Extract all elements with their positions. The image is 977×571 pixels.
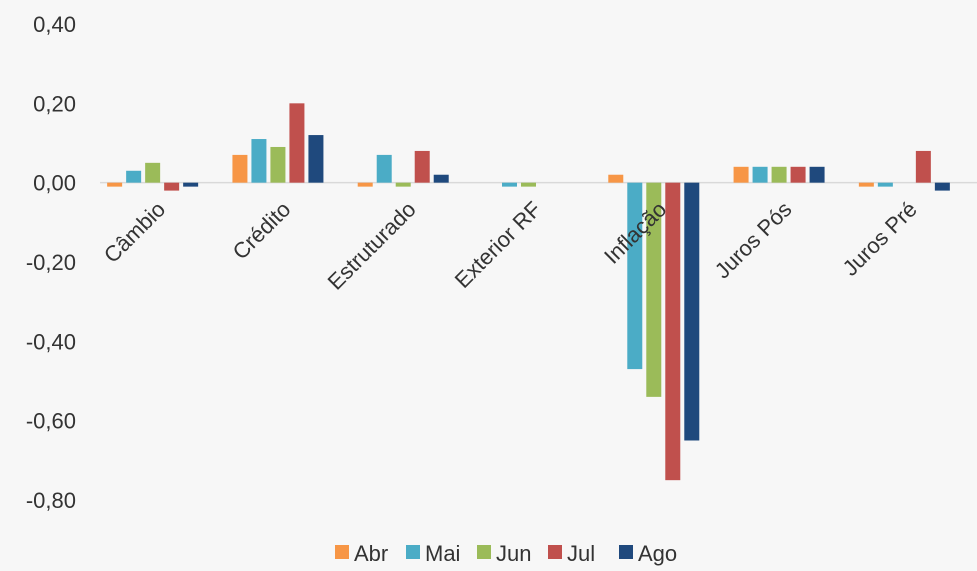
legend: Abr Mai Jun Jul Ago [335, 541, 677, 566]
bar-jun [646, 182, 662, 397]
y-tick-label: 0,40 [33, 12, 76, 37]
legend-swatch-mai [406, 545, 420, 559]
legend-swatch-jun [477, 545, 491, 559]
bar-jul [164, 182, 180, 191]
bars [107, 103, 950, 481]
bar-jun [270, 146, 286, 183]
bar-jul [915, 150, 931, 183]
bar-jul [790, 166, 806, 183]
y-tick-label: 0,20 [33, 91, 76, 116]
y-axis: 0,40 0,20 0,00 -0,20 -0,40 -0,60 -0,80 [26, 12, 76, 513]
bar-abr [107, 182, 123, 187]
bar-ago [183, 182, 199, 187]
bar-jul [665, 182, 681, 481]
bar-ago [684, 182, 700, 441]
bar-jun [521, 182, 536, 187]
x-tick-label: Juros Pós [710, 197, 797, 284]
legend-label-abr: Abr [354, 541, 388, 566]
bar-jun [145, 162, 161, 183]
bar-jun [771, 166, 787, 183]
legend-label-jun: Jun [496, 541, 531, 566]
y-tick-label: -0,80 [26, 488, 76, 513]
bar-abr [608, 174, 624, 183]
bar-jul [289, 103, 305, 183]
legend-label-mai: Mai [425, 541, 460, 566]
x-tick-label: Câmbio [99, 197, 170, 268]
bar-mai [627, 182, 643, 370]
x-tick-label: Estruturado [323, 197, 421, 295]
bar-mai [752, 166, 768, 183]
bar-ago [934, 182, 950, 191]
y-tick-label: -0,60 [26, 409, 76, 434]
bar-abr [232, 154, 248, 183]
bar-ago [433, 174, 449, 183]
bar-abr [357, 182, 373, 187]
bar-abr [858, 182, 874, 187]
bar-jul [414, 150, 430, 183]
bar-jun [395, 182, 411, 187]
x-tick-label: Exterior RF [450, 197, 546, 293]
bar-mai [126, 170, 142, 183]
bar-ago [809, 166, 825, 183]
bar-abr [733, 166, 749, 183]
legend-swatch-abr [335, 545, 349, 559]
bar-ago [308, 135, 324, 183]
y-tick-label: -0,20 [26, 250, 76, 275]
legend-swatch-ago [619, 545, 633, 559]
legend-label-ago: Ago [638, 541, 677, 566]
x-tick-label: Crédito [228, 197, 296, 265]
legend-swatch-jul [548, 545, 562, 559]
y-tick-label: 0,00 [33, 171, 76, 196]
bar-mai [376, 154, 392, 183]
bar-mai [251, 139, 267, 183]
y-tick-label: -0,40 [26, 329, 76, 354]
x-axis: Câmbio Crédito Estruturado Exterior RF Infla… [99, 197, 922, 295]
legend-label-jul: Jul [567, 541, 595, 566]
bar-mai [502, 182, 517, 187]
x-tick-label: Juros Pré [838, 197, 922, 281]
bar-mai [877, 182, 893, 187]
